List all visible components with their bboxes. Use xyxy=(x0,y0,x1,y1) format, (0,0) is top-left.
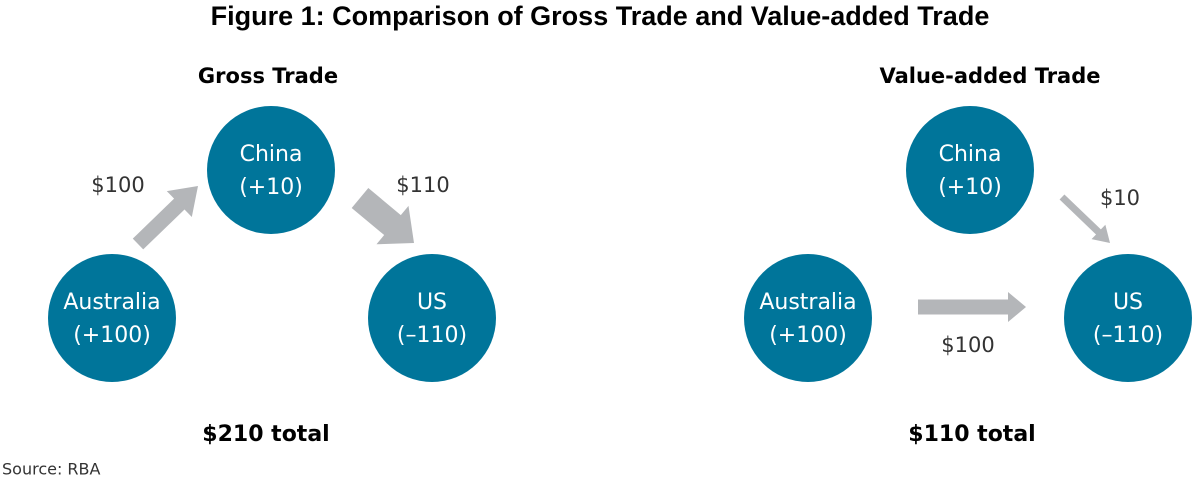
node-label: Australia xyxy=(63,290,160,315)
node-value: (–110) xyxy=(1093,323,1163,348)
node-label: US xyxy=(1113,290,1143,315)
node xyxy=(368,254,496,382)
source: Source: RBA xyxy=(2,460,101,479)
node-value: (+10) xyxy=(239,175,303,200)
edge-label: $110 xyxy=(396,173,449,197)
edge-label: $100 xyxy=(91,173,144,197)
node-value: (+10) xyxy=(938,175,1002,200)
node xyxy=(1064,254,1192,382)
total: $110 total xyxy=(908,422,1035,447)
node xyxy=(744,254,872,382)
node-label: Australia xyxy=(759,290,856,315)
node-label: China xyxy=(939,142,1002,167)
node xyxy=(48,254,176,382)
arrow xyxy=(351,188,414,245)
figure-title: Figure 1: Comparison of Gross Trade and … xyxy=(211,1,990,31)
edge-label: $10 xyxy=(1100,186,1140,210)
node-value: (+100) xyxy=(73,323,151,348)
node-value: (–110) xyxy=(397,323,467,348)
node xyxy=(906,106,1034,234)
panel-title: Gross Trade xyxy=(198,64,338,88)
arrow xyxy=(132,186,198,250)
arrows xyxy=(918,194,1110,322)
arrows xyxy=(132,186,414,250)
node xyxy=(207,106,335,234)
panel-title: Value-added Trade xyxy=(879,64,1100,88)
edge-label: $100 xyxy=(941,333,994,357)
node-label: China xyxy=(240,142,303,167)
arrow xyxy=(1059,194,1110,243)
node-label: US xyxy=(417,290,447,315)
total: $210 total xyxy=(202,422,329,447)
arrow xyxy=(918,292,1026,322)
node-value: (+100) xyxy=(769,323,847,348)
